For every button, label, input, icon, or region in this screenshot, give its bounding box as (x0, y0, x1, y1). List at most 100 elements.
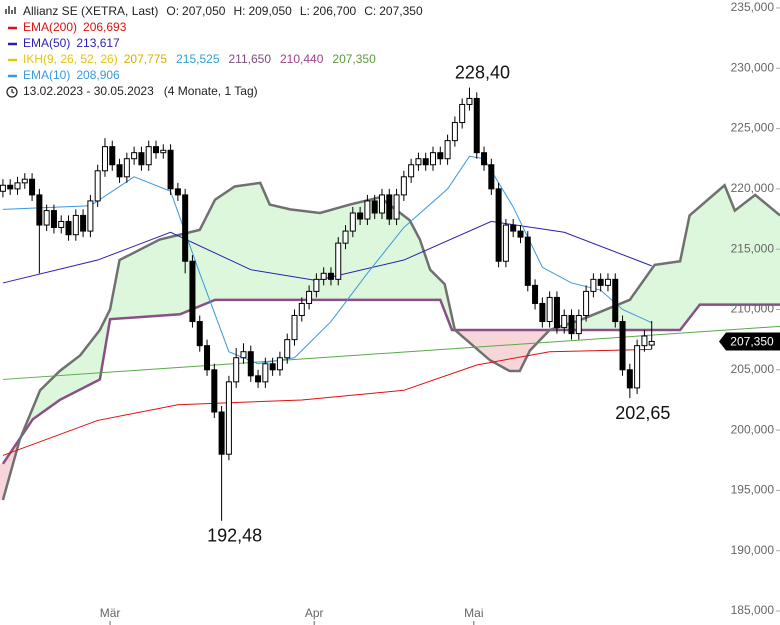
candle-body (167, 149, 174, 190)
cloud-fill (342, 205, 347, 301)
cloud-fill (127, 253, 132, 319)
cloud-fill (167, 236, 172, 316)
ikh-span-b (1, 298, 780, 465)
cloud-fill (346, 204, 351, 301)
cloud-fill (174, 234, 179, 315)
cloud-fill (648, 267, 653, 331)
candle-body (481, 152, 488, 166)
legend-text: 208,906 (76, 68, 120, 82)
cloud-fill (156, 238, 161, 317)
candle-body (21, 178, 28, 184)
candle-body (225, 381, 232, 455)
cloud-fill (218, 194, 223, 301)
cloud-fill (207, 206, 212, 304)
cloud-fill (254, 182, 260, 301)
y-tick-label: 225,000 (731, 121, 775, 135)
cloud-fill (608, 306, 613, 331)
legend-text: 209,050 (248, 4, 292, 18)
cloud-fill (149, 242, 154, 317)
candle-body (65, 220, 72, 236)
candle-body (196, 321, 203, 347)
cloud-fill (320, 211, 325, 301)
candle-body (145, 146, 152, 166)
cloud-fill (152, 240, 157, 317)
candle-body (87, 200, 94, 232)
cloud-fill (655, 263, 660, 331)
cloud-fill (123, 255, 128, 319)
cloud-fill (284, 207, 289, 301)
candle-body (233, 357, 240, 383)
candle-body (255, 375, 262, 383)
cloud-fill (76, 354, 81, 392)
candle-body (269, 363, 276, 371)
legend-text: Allianz SE (XETRA, Last) (23, 4, 158, 18)
candle-body (357, 212, 364, 220)
candle-body (378, 194, 385, 214)
candle-body (160, 149, 167, 154)
candle-body (459, 103, 466, 124)
legend-text: 210,440 (280, 52, 324, 66)
cloud-fill (134, 249, 139, 318)
candle-body (240, 351, 247, 359)
candle-body (553, 296, 560, 329)
cloud-fill (721, 186, 726, 305)
cloud-fill (407, 218, 413, 301)
cloud-fill (484, 329, 489, 360)
candle-body (342, 230, 349, 244)
cloud-fill (736, 206, 741, 305)
candle-body (131, 152, 138, 160)
legend-text: 206,700 (313, 4, 357, 18)
cloud-fill (243, 184, 249, 301)
candle-body (408, 164, 415, 178)
candle-body (43, 210, 50, 226)
cloud-fill (772, 208, 777, 305)
candle-body (298, 302, 305, 317)
candle-body (262, 363, 269, 383)
cloud-fill (517, 329, 522, 372)
legend-text: IKH(9, 26, 52, 26) (23, 52, 118, 66)
cloud-fill (495, 329, 500, 366)
cloud-fill (83, 345, 88, 389)
legend-text: H: (233, 4, 245, 18)
trend-line (2, 325, 780, 380)
candle-body (524, 236, 531, 286)
candle-body (546, 296, 553, 323)
cloud-fill (688, 211, 693, 320)
candle-body (349, 212, 356, 232)
cloud-fill (273, 205, 278, 301)
candle-body (101, 146, 108, 172)
y-tick-label: 230,000 (731, 60, 775, 74)
cloud-fill (674, 261, 679, 331)
last-price-label: 207,350 (730, 335, 774, 349)
candle-body (58, 220, 65, 228)
candle-body (393, 194, 400, 220)
candle-body (313, 278, 320, 292)
cloud-fill (171, 235, 176, 316)
candle-body (182, 194, 189, 262)
cloud-fill (652, 264, 657, 331)
cloud-fill (499, 329, 504, 368)
cloud-fill (604, 308, 609, 331)
candle-body (451, 122, 458, 142)
cloud-fill (695, 206, 701, 311)
candle-body (123, 158, 130, 178)
candle-body (422, 158, 429, 166)
last-price-tag (719, 332, 780, 351)
cloud-fill (692, 209, 697, 315)
y-tick-label: 185,000 (731, 603, 775, 617)
y-tick-label: 235,000 (731, 0, 775, 14)
candle-body (276, 357, 283, 371)
cloud-fill (510, 329, 515, 372)
cloud-fill (601, 309, 606, 331)
cloud-fill (58, 368, 63, 402)
cloud-fill (145, 244, 150, 317)
candle-body (597, 278, 604, 286)
cloud-fill (94, 331, 99, 383)
clock-face (6, 86, 18, 98)
cloud-fill (287, 208, 292, 301)
candle-body (218, 411, 225, 455)
cloud-fill (677, 254, 682, 331)
cloud-fill (400, 213, 405, 301)
cloud-fill (659, 263, 664, 331)
